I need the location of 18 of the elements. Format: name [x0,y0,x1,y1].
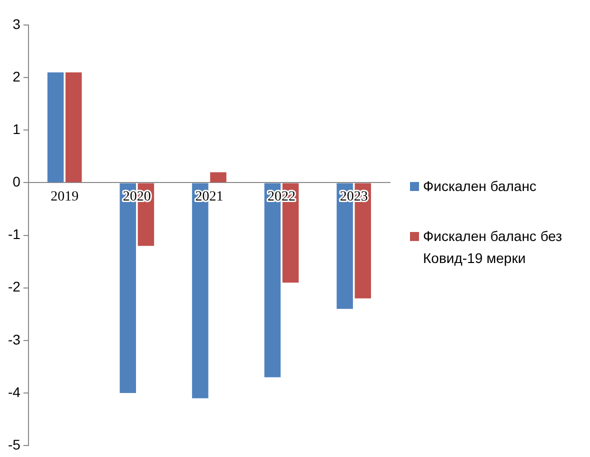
legend-label: Фискален баланс без Ковид-19 мерки [423,227,564,268]
y-tick-label: -4 [8,384,21,400]
x-tick-label: 2022 [268,189,296,204]
x-tick-label: 2019 [50,189,79,204]
legend-label: Фискален баланс [423,177,536,196]
y-tick-label: 0 [12,174,21,190]
y-tick-label: 2 [12,68,21,84]
bar [66,72,82,182]
y-tick-label: 1 [12,121,21,138]
y-tick-label: -1 [8,226,21,242]
y-tick-label: -2 [8,278,21,295]
x-tick-label: 2020 [122,189,151,204]
x-tick-label: 2023 [340,189,368,204]
bar [210,172,226,182]
y-tick-label: -3 [8,331,21,348]
bar [47,72,64,182]
y-tick-label: -5 [8,436,21,452]
y-tick-label: 3 [12,16,21,32]
